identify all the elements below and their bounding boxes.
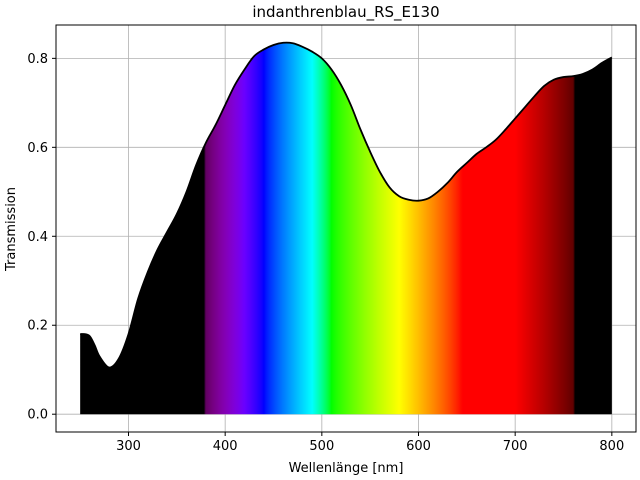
transmission-area: [80, 42, 612, 415]
x-tick-label: 400: [213, 439, 238, 454]
plot-frame: [55, 24, 637, 433]
y-tick-label: 0.8: [27, 52, 48, 67]
x-tick-label: 800: [599, 439, 624, 454]
x-axis: 300 400 500 600 700 800: [116, 432, 624, 454]
chart-title: indanthrenblau_RS_E130: [252, 3, 439, 22]
y-axis: 0.0 0.2 0.4 0.6 0.8: [27, 52, 56, 423]
y-axis-label: Transmission: [4, 187, 19, 272]
y-tick-label: 0.2: [27, 319, 48, 334]
x-tick-label: 500: [309, 439, 334, 454]
x-tick-label: 300: [116, 439, 141, 454]
x-tick-label: 700: [503, 439, 528, 454]
x-tick-label: 600: [406, 439, 431, 454]
y-tick-label: 0.0: [27, 408, 48, 423]
transmission-line: [80, 41, 613, 369]
y-tick-label: 0.6: [27, 141, 48, 156]
x-axis-label: Wellenlänge [nm]: [289, 461, 404, 476]
y-tick-label: 0.4: [27, 230, 48, 245]
